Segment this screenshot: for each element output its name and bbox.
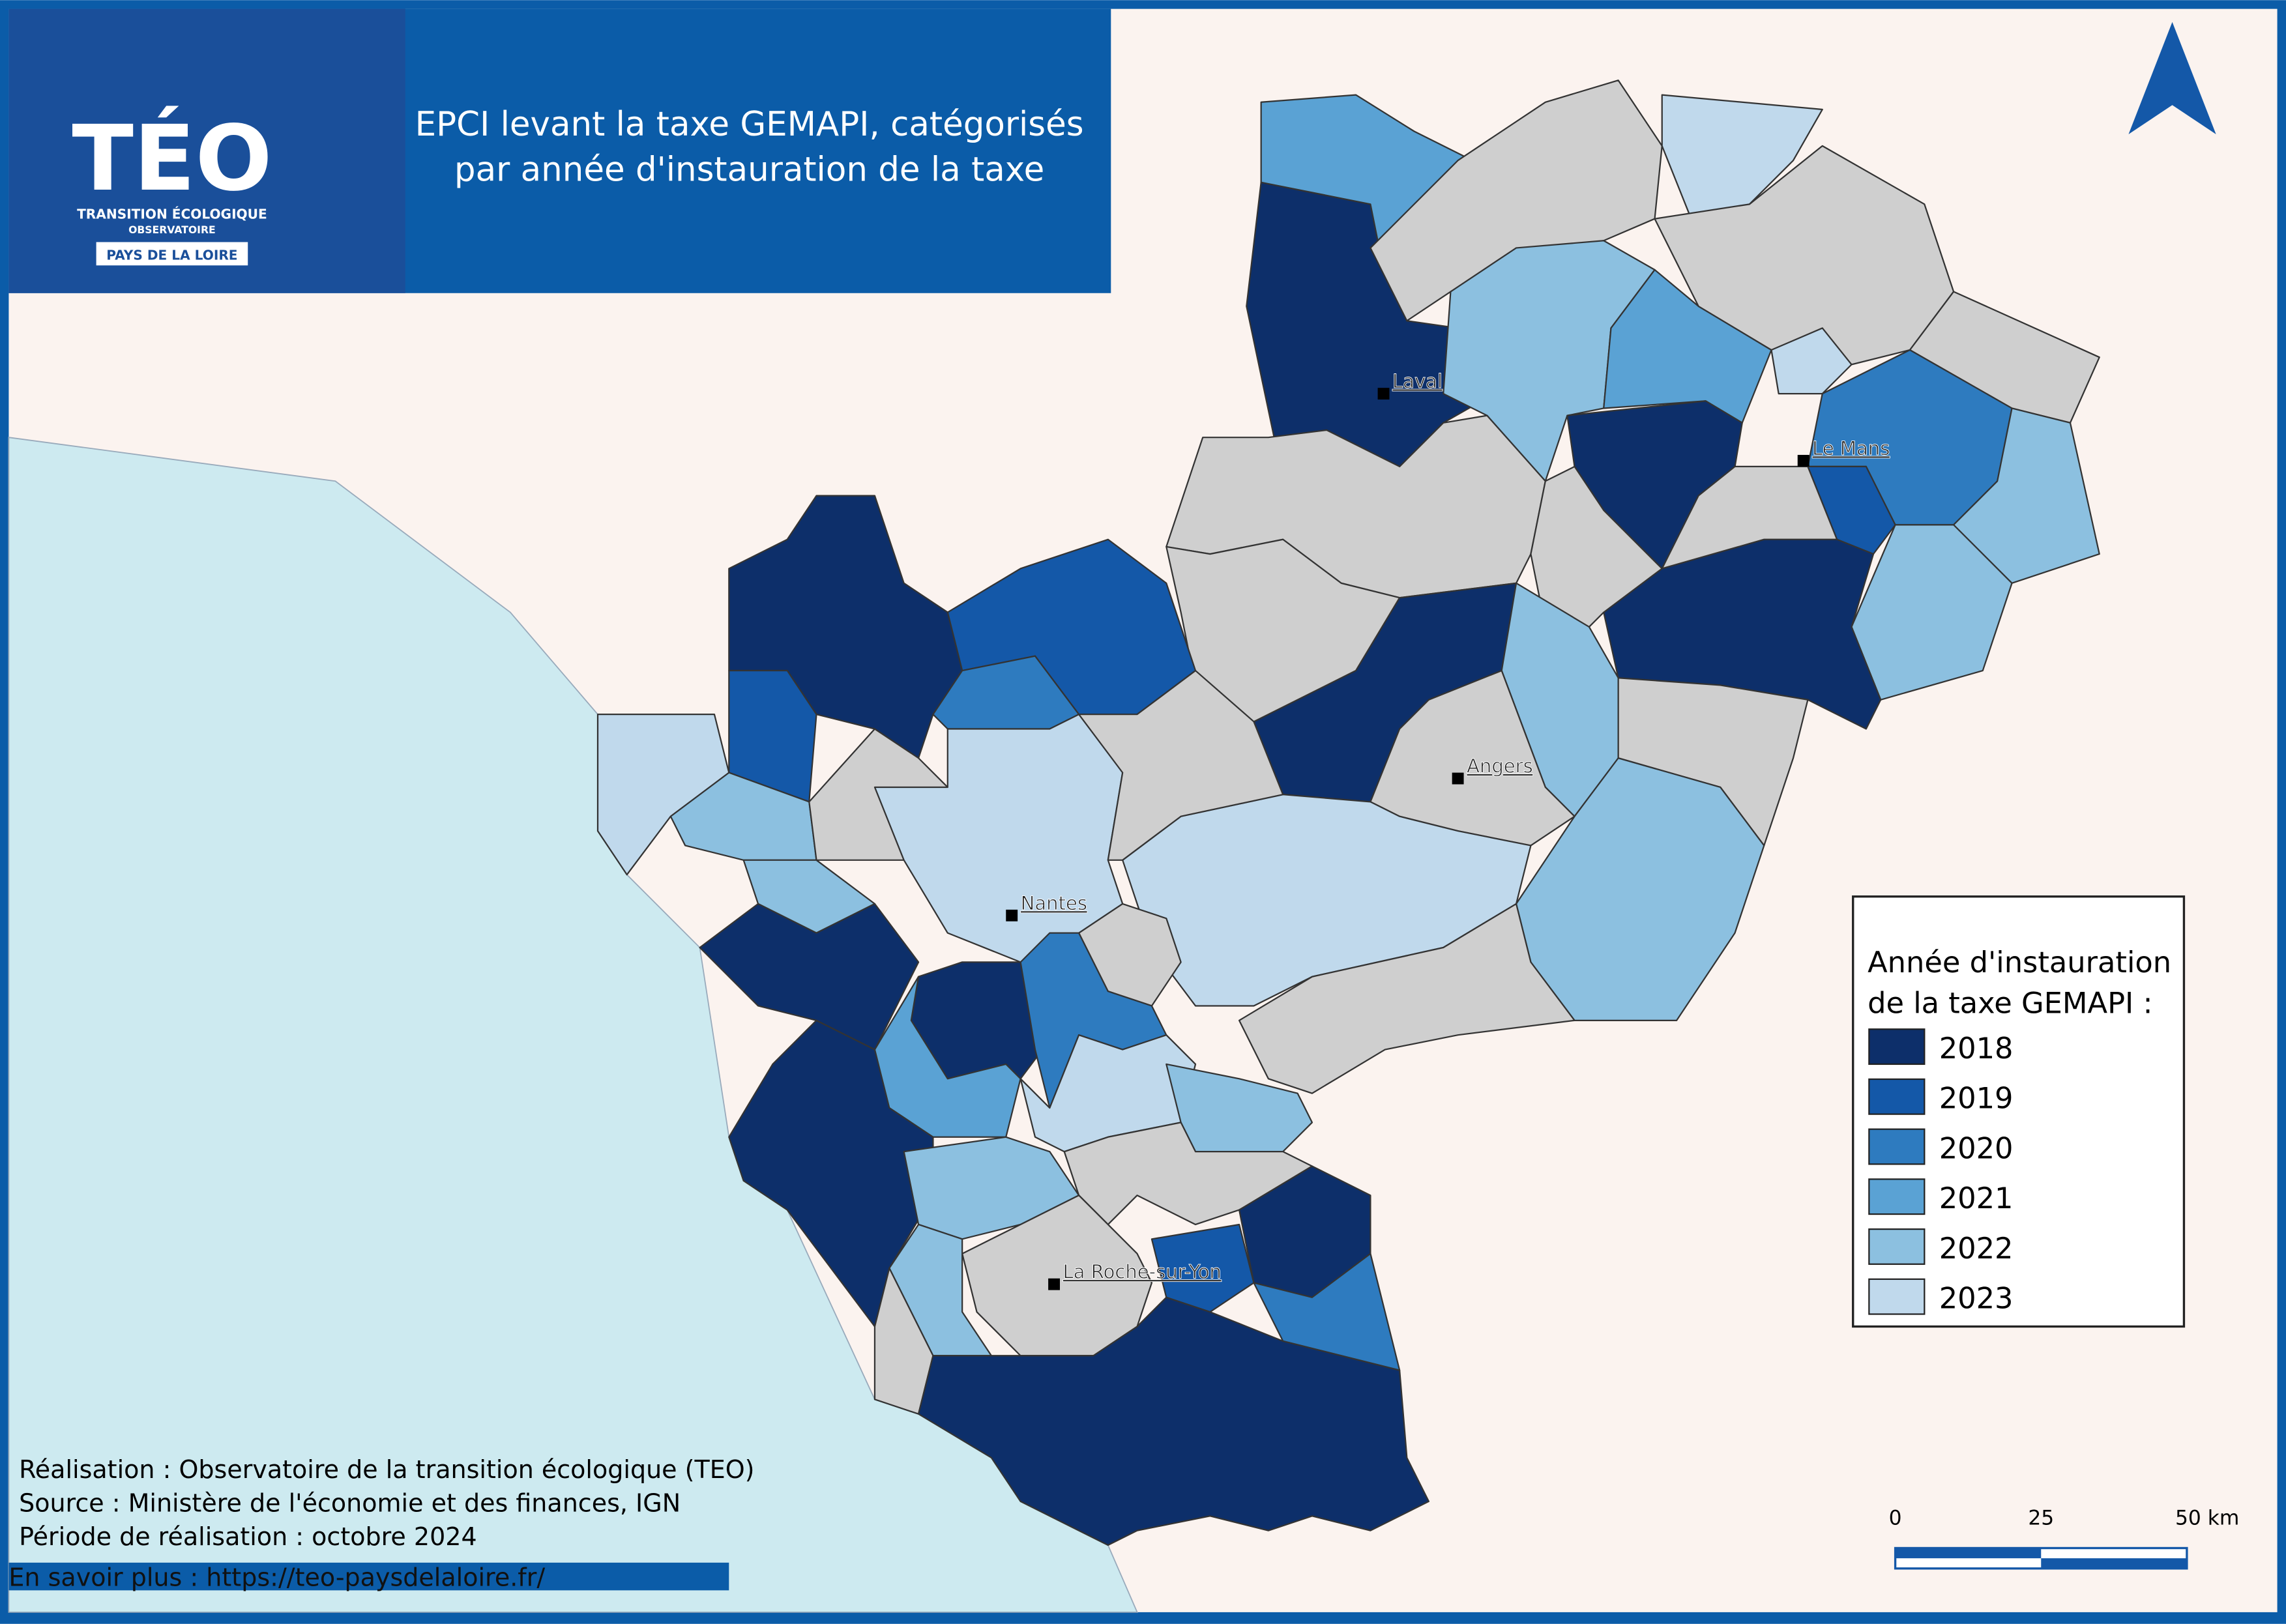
epci-region — [1238, 903, 1575, 1094]
city-label: Le Mans — [1812, 437, 1890, 459]
scale-label: 25 — [2028, 1507, 2054, 1530]
legend-items: 2018 2019 2020 2021 2022 2023 — [1868, 1028, 2014, 1316]
credit-line: Période de réalisation : octobre 2024 — [19, 1522, 477, 1551]
epci-region — [1019, 1034, 1197, 1153]
legend-swatch — [1868, 1028, 1926, 1066]
north-arrow — [2128, 22, 2216, 134]
city-marker — [1797, 455, 1810, 467]
city-label: Laval — [1392, 370, 1443, 392]
epci-region — [699, 903, 920, 1051]
city-marker — [1452, 772, 1464, 785]
logo-region-box — [96, 242, 248, 266]
legend-swatch — [1868, 1178, 1926, 1215]
legend-title: de la taxe GEMAPI : — [1868, 986, 2152, 1021]
scale-bar: 0 25 50 km — [1889, 1507, 2239, 1570]
cities: Laval Le Mans Angers Nantes La Roche-sur-Yon — [1006, 370, 1890, 1290]
city-marker — [1048, 1278, 1061, 1290]
legend-label: 2021 — [1939, 1181, 2014, 1215]
epci-region — [961, 1195, 1153, 1357]
epci-regions — [596, 80, 2100, 1546]
logo-line: TRANSITION ÉCOLOGIQUE — [77, 207, 267, 222]
credit-line: Réalisation : Observatoire de la transit… — [19, 1455, 754, 1484]
legend-label: 2023 — [1939, 1281, 2014, 1316]
title: par année d'instauration de la taxe — [454, 151, 1044, 190]
legend-swatch — [1868, 1278, 1926, 1315]
legend-title: Année d'instauration — [1868, 945, 2171, 979]
epci-region — [1603, 268, 1772, 424]
epci-region — [1150, 1223, 1255, 1313]
epci-region — [1122, 794, 1532, 1007]
scale-label: 50 km — [2175, 1507, 2239, 1530]
epci-region — [1077, 669, 1284, 861]
legend-label: 2019 — [1939, 1081, 2014, 1116]
city-marker — [1006, 909, 1018, 921]
scale-label: 0 — [1889, 1507, 1902, 1530]
legend-swatch — [1868, 1078, 1926, 1115]
link-bar — [8, 1562, 729, 1591]
logo-line: OBSERVATOIRE — [128, 224, 216, 236]
legend-label: 2022 — [1939, 1231, 2014, 1266]
city-label: La Roche-sur-Yon — [1062, 1261, 1221, 1283]
title: EPCI levant la taxe GEMAPI, catégorisés — [415, 105, 1084, 144]
city-label: Angers — [1467, 755, 1533, 777]
city-label: Nantes — [1021, 892, 1087, 914]
sea — [8, 437, 1138, 1613]
epci-region — [917, 1296, 1429, 1546]
legend-swatch — [1868, 1128, 1926, 1165]
legend-label: 2018 — [1939, 1031, 2014, 1066]
logo-title: TÉO — [72, 106, 272, 211]
legend-label: 2020 — [1939, 1131, 2014, 1165]
credit-line: Source : Ministère de l'économie et des … — [19, 1489, 681, 1518]
legend-swatch — [1868, 1228, 1926, 1265]
epci-region — [728, 669, 817, 803]
city-marker — [1377, 388, 1390, 400]
link[interactable]: En savoir plus : https://teo-paysdelaloi… — [8, 1563, 545, 1592]
logo-region: PAYS DE LA LOIRE — [106, 247, 237, 263]
epci-region — [1770, 327, 1853, 395]
